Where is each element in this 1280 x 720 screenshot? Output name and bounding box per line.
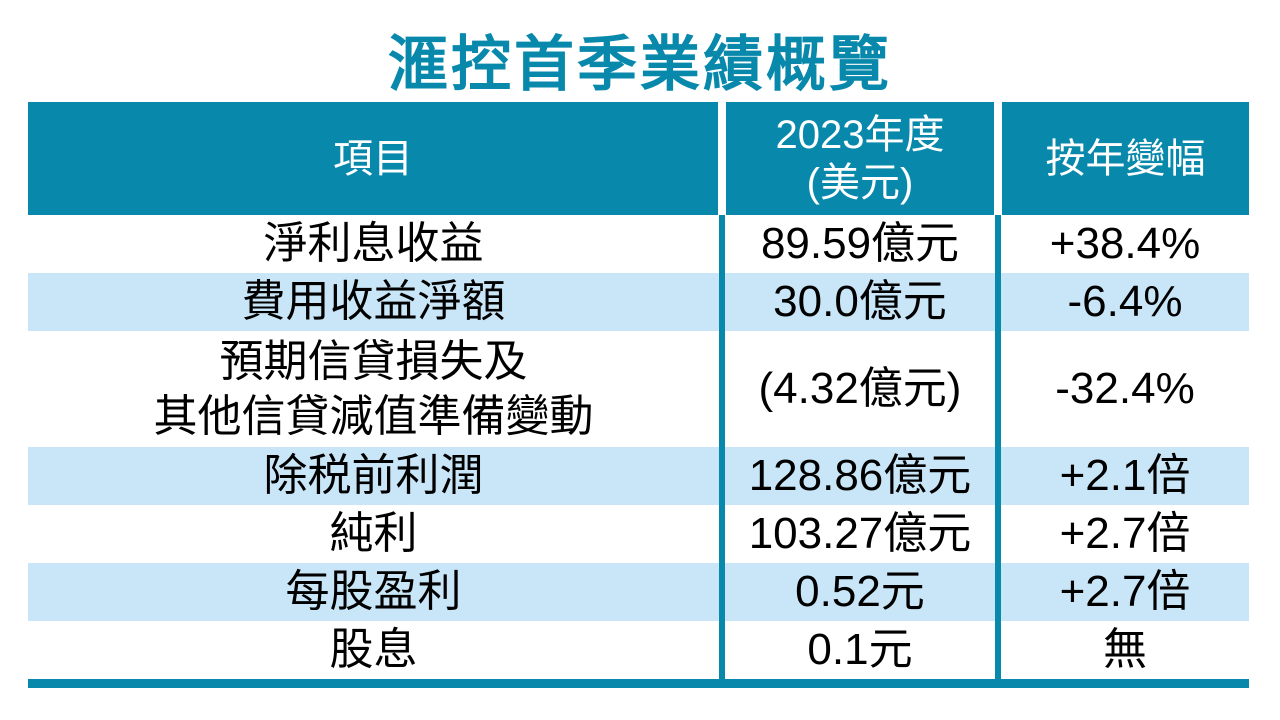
item-cell: 股息 [28,621,722,684]
item-cell: 每股盈利 [28,563,722,621]
table-row: 淨利息收益 89.59億元 +38.4% [28,215,1249,273]
item-cell: 預期信貸損失及 其他信貸減值準備變動 [28,331,722,447]
change-cell: 無 [995,621,1249,684]
results-table: 項目 2023年度 (美元) 按年變幅 淨利息收益 89.59億元 +38.4%… [28,102,1249,688]
header-change-cell: 按年變幅 [994,102,1249,215]
header-period-cell: 2023年度 (美元) [718,102,998,215]
value-cell: 128.86億元 [719,447,998,505]
change-cell: -32.4% [995,331,1249,447]
change-cell: +2.7倍 [995,505,1249,563]
table-row: 每股盈利 0.52元 +2.7倍 [28,563,1249,621]
change-cell: +38.4% [995,215,1249,273]
item-cell: 純利 [28,505,722,563]
value-cell: 89.59億元 [719,215,998,273]
table-row: 費用收益淨額 30.0億元 -6.4% [28,273,1249,331]
table-row: 除税前利潤 128.86億元 +2.1倍 [28,447,1249,505]
header-item-cell: 項目 [28,102,722,215]
table-row: 股息 0.1元 無 [28,621,1249,684]
item-cell: 除税前利潤 [28,447,722,505]
change-cell: +2.7倍 [995,563,1249,621]
change-cell: +2.1倍 [995,447,1249,505]
change-cell: -6.4% [995,273,1249,331]
table-row: 預期信貸損失及 其他信貸減值準備變動 (4.32億元) -32.4% [28,331,1249,447]
value-cell: 0.52元 [719,563,998,621]
value-cell: 30.0億元 [719,273,998,331]
page-title: 滙控首季業績概覽 [388,31,892,98]
table-header-row: 項目 2023年度 (美元) 按年變幅 [28,102,1249,215]
table-row: 純利 103.27億元 +2.7倍 [28,505,1249,563]
item-cell: 費用收益淨額 [28,273,722,331]
item-cell: 淨利息收益 [28,215,722,273]
value-cell: 103.27億元 [719,505,998,563]
value-cell: 0.1元 [719,621,998,684]
value-cell: (4.32億元) [719,331,998,447]
